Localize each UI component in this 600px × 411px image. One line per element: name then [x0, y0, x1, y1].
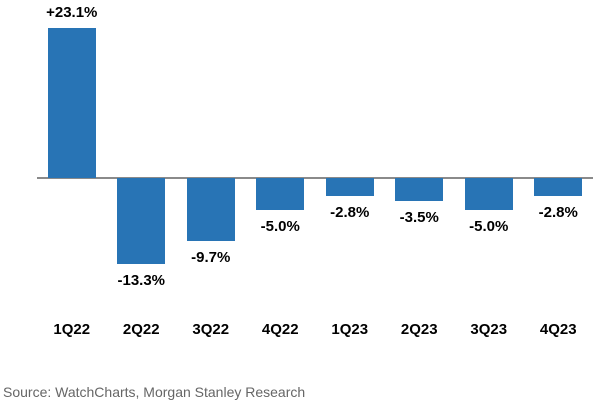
value-label-2q23: -3.5% [399, 208, 439, 226]
bar-4q23 [534, 178, 583, 197]
x-label-4q22: 4Q22 [261, 321, 299, 338]
bar-3q22 [186, 178, 235, 241]
bar-3q23 [464, 178, 513, 211]
source-caption: Source: WatchCharts, Morgan Stanley Rese… [3, 384, 306, 400]
value-label-3q22: -9.7% [191, 248, 231, 266]
bar-1q22 [47, 28, 96, 178]
value-label-1q22: +23.1% [46, 4, 98, 22]
value-label-4q22: -5.0% [260, 218, 300, 236]
value-label-2q22: -13.3% [117, 272, 166, 290]
x-label-3q22: 3Q22 [192, 321, 230, 338]
x-label-3q23: 3Q23 [470, 321, 508, 338]
x-label-1q23: 1Q23 [331, 321, 369, 338]
bar-4q22 [256, 178, 305, 211]
value-label-4q23: -2.8% [538, 204, 578, 222]
bar-1q23 [325, 178, 374, 197]
bar-2q23 [395, 178, 444, 201]
bar-2q22 [117, 178, 166, 265]
x-axis-line [37, 177, 593, 179]
x-label-4q23: 4Q23 [539, 321, 577, 338]
value-label-3q23: -5.0% [469, 218, 509, 236]
x-label-1q22: 1Q22 [53, 321, 91, 338]
value-label-1q23: -2.8% [330, 204, 370, 222]
x-label-2q23: 2Q23 [400, 321, 438, 338]
x-label-2q22: 2Q22 [122, 321, 160, 338]
